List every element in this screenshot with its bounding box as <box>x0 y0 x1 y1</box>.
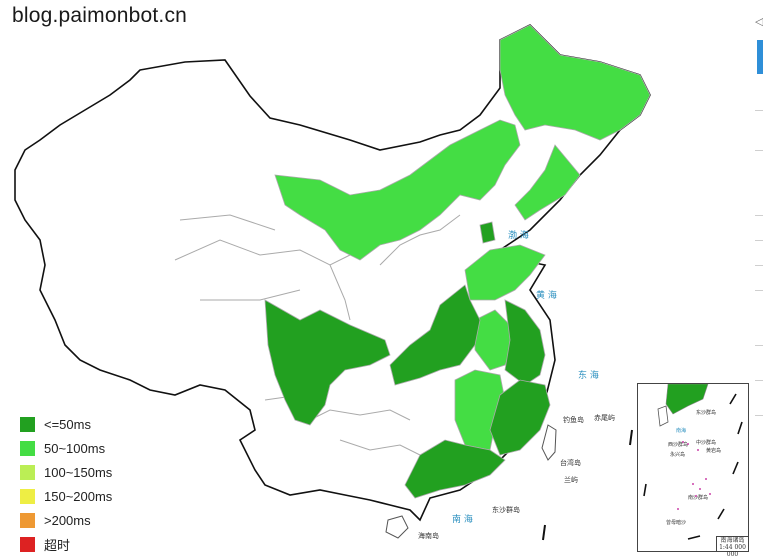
inset-label-yongxing: 永兴岛 <box>670 451 685 458</box>
divider <box>755 415 763 416</box>
latency-legend: <=50ms 50~100ms 100~150ms 150~200ms >200… <box>20 412 112 556</box>
legend-item: <=50ms <box>20 412 112 436</box>
sea-label-bohai: 渤 海 <box>508 229 529 241</box>
divider <box>755 380 763 381</box>
speaker-icon: ◁ <box>755 16 763 28</box>
sea-label-huanghai: 黄 海 <box>536 289 557 301</box>
regions-under-50 <box>264 284 551 499</box>
label-dongsha: 东沙群岛 <box>492 505 520 514</box>
legend-swatch <box>20 536 35 552</box>
taiwan-island <box>541 424 557 461</box>
divider <box>755 345 763 346</box>
legend-label: >200ms <box>44 512 91 528</box>
inset-label-xisha: 西沙群岛 <box>668 441 688 448</box>
site-watermark: blog.paimonbot.cn <box>12 4 188 27</box>
label-lanyu: 兰屿 <box>564 475 578 484</box>
inset-label-zhongsha: 中沙群岛 <box>696 439 716 446</box>
inset-scale-text: 1:44 000 000 <box>719 544 746 558</box>
legend-label: 100~150ms <box>44 464 113 480</box>
legend-item: 100~150ms <box>20 460 112 484</box>
label-chiwei: 赤尾屿 <box>594 413 615 422</box>
page-edge-strip: ◁ <box>755 0 763 550</box>
legend-item: 150~200ms <box>20 484 112 508</box>
sea-label-nanhai: 南 海 <box>452 513 473 525</box>
label-diaoyu: 钓鱼岛 <box>563 415 584 424</box>
legend-swatch <box>20 416 35 432</box>
inset-title-text: 南海诸岛 <box>720 537 745 544</box>
hainan-island <box>385 515 409 539</box>
inset-label-nansha: 南沙群岛 <box>688 494 708 501</box>
inset-label-zengmu: 曾母暗沙 <box>666 519 686 526</box>
divider <box>755 110 763 111</box>
inset-label-huangyan: 黄岩岛 <box>706 447 721 454</box>
legend-item: 超时 <box>20 532 112 556</box>
legend-swatch <box>20 440 35 456</box>
divider <box>755 150 763 151</box>
south-china-sea-inset: 东沙群岛 南海 西沙群岛 中沙群岛 黄岩岛 永兴岛 南沙群岛 曾母暗沙 <box>637 383 749 552</box>
inset-map: 东沙群岛 南海 西沙群岛 中沙群岛 黄岩岛 永兴岛 南沙群岛 曾母暗沙 <box>643 384 743 540</box>
divider <box>755 240 763 241</box>
legend-label: <=50ms <box>44 416 91 432</box>
inset-island-dots <box>677 441 711 510</box>
legend-swatch <box>20 464 35 480</box>
divider <box>755 290 763 291</box>
legend-label: 150~200ms <box>44 488 113 504</box>
legend-item: >200ms <box>20 508 112 532</box>
divider <box>755 215 763 216</box>
label-hainan: 海南岛 <box>418 531 439 540</box>
regions-50-100 <box>274 24 651 451</box>
accent-bar <box>757 40 763 74</box>
legend-swatch <box>20 512 35 528</box>
divider <box>755 265 763 266</box>
inset-dash <box>643 393 743 540</box>
legend-label: 超时 <box>44 537 71 553</box>
sea-label-donghai: 东 海 <box>578 369 599 381</box>
legend-item: 50~100ms <box>20 436 112 460</box>
maritime-dash <box>542 429 633 541</box>
inset-label-dongsha: 东沙群岛 <box>696 409 716 416</box>
legend-swatch <box>20 488 35 504</box>
inset-label-nanhai: 南海 <box>676 427 686 434</box>
label-taiwan: 台湾岛 <box>560 458 581 467</box>
legend-label: 50~100ms <box>44 440 106 456</box>
inset-title: 南海诸岛 1:44 000 000 <box>716 536 748 558</box>
